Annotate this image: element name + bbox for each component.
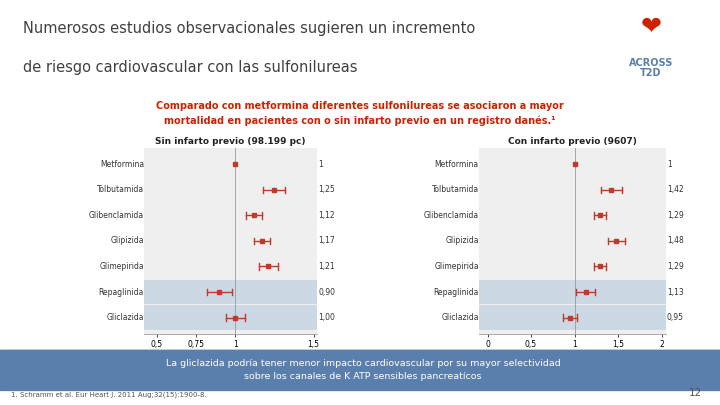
Text: Repaglinida: Repaglinida [433, 288, 479, 296]
Text: 1,00: 1,00 [318, 313, 336, 322]
Text: Metformina: Metformina [100, 160, 144, 169]
FancyBboxPatch shape [0, 350, 720, 391]
Text: 1. Schramm et al. Eur Heart J. 2011 Aug;32(15):1900-8.: 1. Schramm et al. Eur Heart J. 2011 Aug;… [11, 391, 207, 398]
Text: 12: 12 [689, 388, 702, 398]
Bar [144, 305, 317, 330]
Text: Gliclazida: Gliclazida [107, 313, 144, 322]
Text: Glibenclamida: Glibenclamida [89, 211, 144, 220]
Bar [144, 280, 317, 304]
Text: 1,12: 1,12 [318, 211, 335, 220]
Text: Metformina: Metformina [435, 160, 479, 169]
Text: Glimepirida: Glimepirida [99, 262, 144, 271]
Text: Glipizida: Glipizida [110, 237, 144, 245]
Bar [479, 280, 666, 304]
Text: Glimepirida: Glimepirida [434, 262, 479, 271]
Text: 1: 1 [318, 160, 323, 169]
Text: Repaglinida: Repaglinida [99, 288, 144, 296]
Text: 1,29: 1,29 [667, 211, 683, 220]
Text: La gliclazida podría tener menor impacto cardiovascular por su mayor selectivida: La gliclazida podría tener menor impacto… [166, 358, 560, 381]
Text: 1,17: 1,17 [318, 237, 335, 245]
Text: 1,13: 1,13 [667, 288, 683, 296]
Bar [479, 305, 666, 330]
Text: 0,90: 0,90 [318, 288, 336, 296]
Text: Numerosos estudios observacionales sugieren un incremento: Numerosos estudios observacionales sugie… [23, 21, 475, 36]
Text: Gliclazida: Gliclazida [441, 313, 479, 322]
Text: Glibenclamida: Glibenclamida [423, 211, 479, 220]
Text: 1,48: 1,48 [667, 237, 683, 245]
Text: Tolbutamida: Tolbutamida [432, 185, 479, 194]
Title: Sin infarto previo (98.199 pc): Sin infarto previo (98.199 pc) [155, 136, 306, 146]
Text: 1,25: 1,25 [318, 185, 335, 194]
Text: de riesgo cardiovascular con las sulfonilureas: de riesgo cardiovascular con las sulfoni… [23, 60, 358, 75]
Text: Glipizida: Glipizida [445, 237, 479, 245]
Text: ❤: ❤ [640, 15, 662, 39]
Text: 1,21: 1,21 [318, 262, 335, 271]
Title: Con infarto previo (9607): Con infarto previo (9607) [508, 136, 636, 146]
Text: Tolbutamida: Tolbutamida [97, 185, 144, 194]
Text: 1: 1 [667, 160, 672, 169]
Text: 1,29: 1,29 [667, 262, 683, 271]
Text: 0,95: 0,95 [667, 313, 684, 322]
Text: Comparado con metformina diferentes sulfonilureas se asociaron a mayor
mortalida: Comparado con metformina diferentes sulf… [156, 101, 564, 126]
Text: ACROSS
T2D: ACROSS T2D [629, 58, 673, 79]
Text: 1,42: 1,42 [667, 185, 683, 194]
